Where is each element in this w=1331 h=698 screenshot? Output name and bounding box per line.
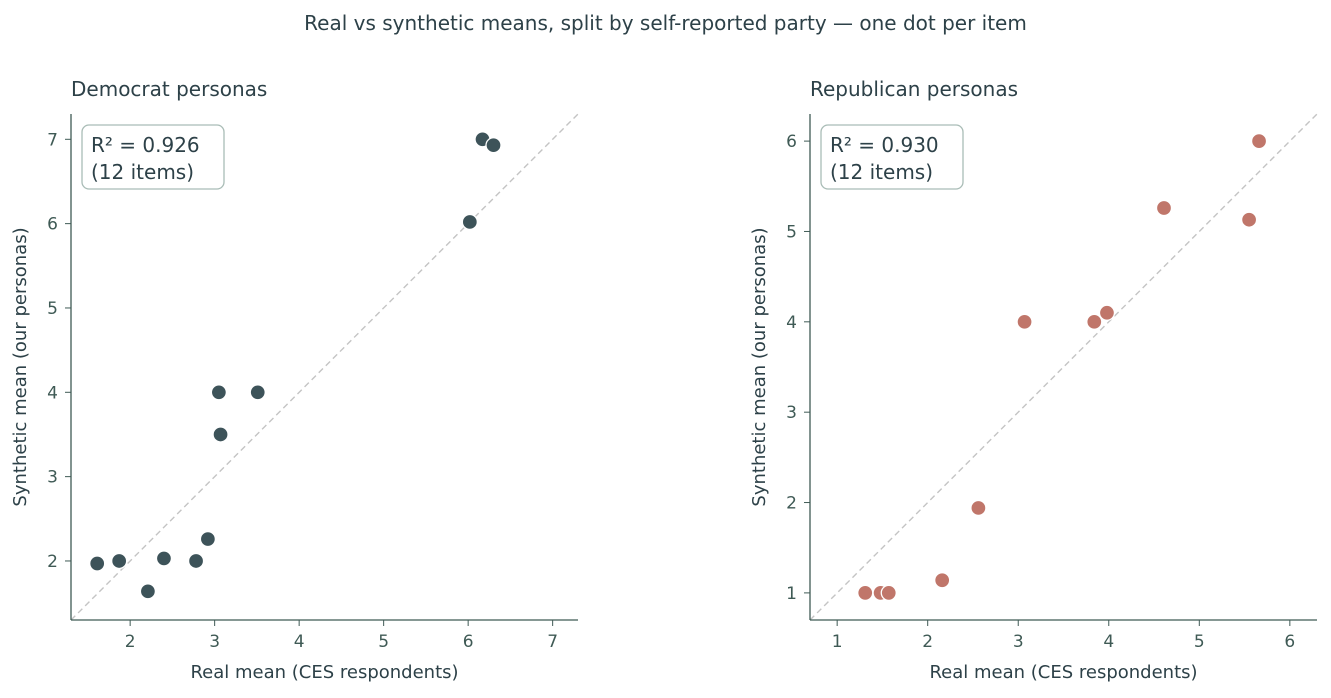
dem-x-axis-label: Real mean (CES respondents) [190,662,458,683]
dem-panel-title: Democrat personas [71,77,267,101]
rep-annotation-box [820,124,964,190]
rep-data-point [1098,304,1116,321]
dem-annotation-r2: R² = 0.926 [91,133,200,157]
dem-y-tick-label: 6 [47,215,58,235]
dem-x-tick-label: 7 [547,632,558,652]
rep-y-axis-label: Synthetic mean (our personas) [749,227,770,506]
rep-x-tick-label: 1 [832,632,843,652]
dem-reference-line [70,113,579,621]
dem-x-tick-label: 2 [125,632,136,652]
rep-data-point [970,499,987,517]
rep-data-point [1155,199,1173,217]
dem-data-point [155,550,173,567]
rep-x-axis-label: Real mean (CES respondents) [929,662,1197,683]
rep-annotation-r2: R² = 0.930 [830,133,939,157]
rep-panel-title: Republican personas [810,77,1018,101]
dem-annotation-count: (12 items) [91,160,194,184]
rep-panel: Republican personas 1 2 3 4 5 6 1 2 3 4 5 6 Real mean… [749,77,1318,683]
rep-y-tick-label: 3 [786,403,797,423]
dem-data-point [212,426,229,443]
rep-y-tick-label: 5 [786,222,797,242]
dem-x-tick-label: 6 [463,632,474,652]
dem-x-tick-label: 4 [294,632,305,652]
rep-data-point [1240,211,1258,228]
dem-data-point [485,137,502,154]
rep-x-tick-label: 2 [922,632,933,652]
rep-x-tick-label: 6 [1284,632,1295,652]
dem-y-tick-label: 4 [47,383,58,403]
rep-x-tick-label: 4 [1103,632,1114,652]
rep-reference-line [809,113,1318,621]
dem-y-tick-label: 5 [47,299,58,319]
rep-data-point [880,584,897,602]
dem-y-axis-label: Synthetic mean (our personas) [10,227,31,506]
rep-y-tick-label: 1 [786,584,797,604]
dem-data-point [199,530,217,548]
rep-data-point [857,584,874,602]
rep-data-point [1016,313,1033,330]
dem-y-tick-label: 2 [47,552,58,572]
rep-data-point [1250,132,1268,150]
figure-title: Real vs synthetic means, split by self-r… [304,11,1027,35]
dem-data-point [111,552,128,570]
rep-data-point [1086,313,1103,330]
rep-y-tick-label: 4 [786,313,797,333]
dem-data-point [89,555,106,572]
rep-x-tick-label: 5 [1194,632,1205,652]
rep-annotation-count: (12 items) [830,160,933,184]
dem-annotation-box [81,124,225,190]
rep-y-tick-label: 6 [786,132,797,152]
dem-x-tick-label: 5 [378,632,389,652]
rep-y-tick-label: 2 [786,494,797,514]
rep-data-point [934,572,951,589]
dem-data-point [139,583,157,600]
dem-data-point [461,213,478,231]
dem-panel: Democrat personas 2 3 4 5 6 7 2 3 4 5 6 7 Real mean (… [10,77,579,683]
dem-data-point [249,384,266,401]
dem-y-tick-label: 3 [47,468,58,488]
dem-y-tick-label: 7 [47,130,58,150]
dem-data-point [187,552,205,570]
dem-x-tick-label: 3 [209,632,220,652]
rep-x-tick-label: 3 [1013,632,1024,652]
dem-data-point [210,384,228,401]
